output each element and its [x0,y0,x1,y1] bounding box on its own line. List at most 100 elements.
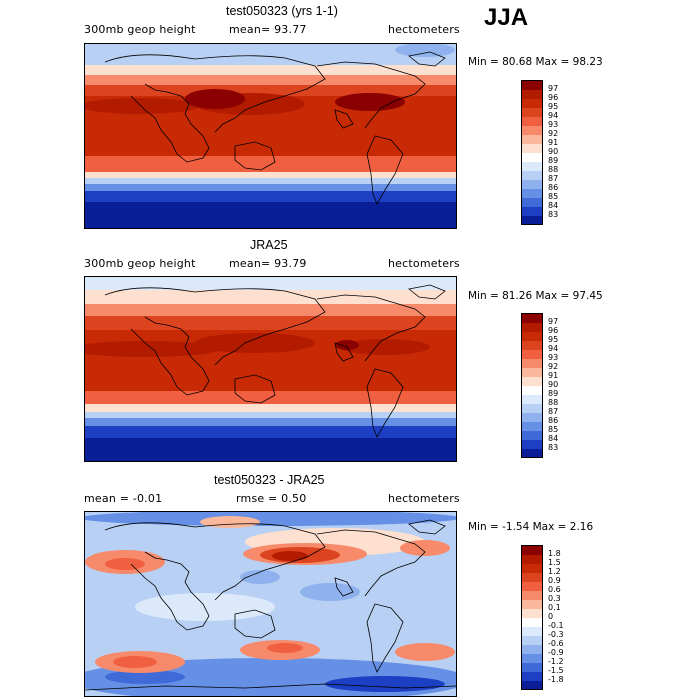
colorbar-label: 96 [548,326,559,335]
colorbar-label: 91 [548,138,559,147]
colorbar-label: 0.6 [548,585,561,594]
pos-s2-core [267,643,303,653]
pos-s3 [395,643,455,661]
colorbar-label: 92 [548,129,559,138]
coastlines [85,519,456,691]
band-north-2 [85,74,456,85]
colorbar-label: 87 [548,174,559,183]
band-mid-s [85,154,456,172]
band-south-4 [85,190,456,202]
band-south-5 [85,437,456,461]
minmax-model: Min = 80.68 Max = 98.23 [468,56,603,68]
colorbar-label: 1.2 [548,567,561,576]
colorbar-label: 86 [548,183,559,192]
minmax-obs: Min = 81.26 Max = 97.45 [468,290,603,302]
colorbar-label: 88 [548,165,559,174]
band-north-4 [85,277,456,290]
max-cell-3 [335,93,405,111]
pos-n [200,516,260,528]
band-south-2 [85,177,456,184]
colorbar-model [521,80,543,225]
coastlines [104,51,446,205]
colorbar-label: 96 [548,93,559,102]
colorbar-label: 87 [548,407,559,416]
colorbar-label: 84 [548,434,559,443]
max-cell-4 [185,89,245,109]
colorbar-diff [521,545,543,690]
band-north-2 [85,303,456,316]
panel-mean-label: mean= 93.79 [229,257,307,270]
neg-south-core [325,676,445,692]
colorbar-label: 0 [548,612,554,621]
colorbar-label: 91 [548,371,559,380]
colorbar-label: 0.1 [548,603,561,612]
pos-jet-max [272,551,308,561]
colorbar-label: 85 [548,425,559,434]
season-label: JJA [484,4,529,31]
colorbar-obs [521,313,543,458]
colorbar-label: 1.5 [548,558,561,567]
pos-s1-core [113,656,157,668]
band-south-1 [85,171,456,178]
colorbar-label: 89 [548,156,559,165]
band-north-1 [85,315,456,330]
panel-units-label: hectometers [388,492,460,505]
band-mid-s [85,389,456,404]
band-north-4 [85,44,456,65]
colorbar-label: 95 [548,335,559,344]
panel-mean-label: mean= 93.77 [229,23,307,36]
colorbar-label: 88 [548,398,559,407]
colorbar-label: 85 [548,192,559,201]
colorbar-label: -1.2 [548,657,564,666]
colorbar-label: 0.9 [548,576,561,585]
colorbar-label: 93 [548,353,559,362]
minmax-diff: Min = -1.54 Max = 2.16 [468,521,594,533]
colorbar-label: 89 [548,389,559,398]
colorbar-label: 94 [548,111,559,120]
band-south-2 [85,411,456,418]
colorbar-label: -0.1 [548,621,564,630]
band-south-3 [85,417,456,426]
panel-variable-label: 300mb geop height [84,23,196,36]
panel-title-diff: test050323 - JRA25 [214,473,325,487]
map-model [84,43,457,229]
colorbar-label: 86 [548,416,559,425]
neg-south-core [105,670,185,684]
colorbar-label: 1.8 [548,549,561,558]
band-north-3 [85,289,456,304]
panel-units-label: hectometers [388,23,460,36]
colorbar-label: 84 [548,201,559,210]
colorbar-label: 90 [548,147,559,156]
colorbar-label: 93 [548,120,559,129]
band-north-1 [85,84,456,96]
colorbar-label: 0.3 [548,594,561,603]
panel-units-label: hectometers [388,257,460,270]
colorbar-label: 97 [548,317,559,326]
max-cell-4 [335,340,359,350]
band-south-3 [85,183,456,191]
colorbar-label: -1.5 [548,666,564,675]
max-cell-3 [340,339,430,355]
panel-title-obs: JRA25 [250,238,288,252]
map-diff [84,511,457,697]
band-south-1 [85,403,456,412]
colorbar-label: -0.9 [548,648,564,657]
colorbar-label: -0.6 [548,639,564,648]
colorbar-label: 90 [548,380,559,389]
max-cell-2 [195,333,315,353]
panel-mean-label: mean = -0.01 [84,492,163,505]
panel-rmse-label: rmse = 0.50 [236,492,307,505]
near-zero-1 [135,593,275,621]
neg-cell [300,583,360,601]
map-obs [84,276,457,462]
colorbar-label: 94 [548,344,559,353]
panel-title-model: test050323 (yrs 1-1) [226,4,338,18]
colorbar-label: 92 [548,362,559,371]
colorbar-label: -1.8 [548,675,564,684]
pos-west-core [105,558,145,570]
max-cell-1 [85,98,200,114]
band-north-3 [85,64,456,75]
colorbar-label: 97 [548,84,559,93]
cool-patch [395,44,455,57]
colorbar-label: 83 [548,443,559,452]
